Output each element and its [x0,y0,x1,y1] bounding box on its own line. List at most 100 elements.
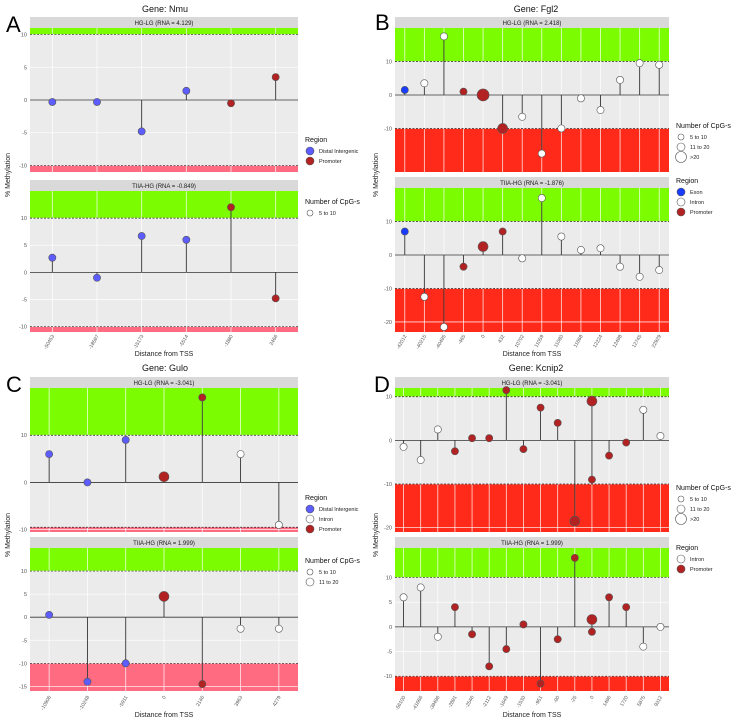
panel-d: D Gene: Kcnip2 % Methylation HG-LG (RNA = -… [373,363,731,719]
data-point [399,443,408,451]
low-methylation-band [395,288,669,332]
legend-key [676,564,686,574]
data-point [48,253,57,262]
low-methylation-band [30,165,298,172]
x-tick-label: -2546 [464,695,476,709]
y-tick-label: -20 [384,320,392,326]
y-tick-label: -10 [384,674,392,680]
x-tick-label: -25 [570,695,579,704]
y-tick-label: 0 [389,438,392,444]
data-point [537,194,546,202]
data-point [596,244,605,253]
legend-label: 5 to 10 [319,570,336,576]
y-tick-label: 0 [24,98,27,104]
data-point [616,76,624,84]
legend-label: >20 [690,155,699,161]
y-tick-label: 0 [24,615,27,621]
facet-strip-label: HG-LG (RNA = -3.041) [134,381,195,387]
legend: Number of CpG-s 5 to 10 11 to 20 [305,558,360,587]
data-point [557,232,566,241]
data-point [596,106,605,114]
x-tick-label: 0 [161,695,168,701]
data-point [519,620,528,629]
x-tick-label: 1496 [602,695,613,708]
data-point [121,436,130,444]
legend: Number of CpG-s 5 to 10 11 to 20 >20 [675,123,731,163]
legend-label: Intron [690,557,704,563]
legend-label: 5 to 10 [690,497,707,503]
data-point [639,405,648,414]
x-tick-label: 0 [589,695,596,701]
x-tick-label: 10702 [514,334,526,349]
y-tick-label: 10 [21,433,27,439]
y-axis-label: % Methylation [5,153,12,197]
x-tick-label: -40215 [415,334,428,351]
data-point [83,677,92,686]
facet-strip-label: HG-LG (RNA = 4.129) [135,21,194,27]
x-tick-label: 12498 [612,334,624,349]
legend-label: 5 to 10 [319,211,336,217]
panel-title: Gene: Kcnip2 [509,363,564,373]
legend-title: Region [305,495,327,502]
high-methylation-band [395,388,669,397]
y-tick-label: 5 [24,592,27,598]
x-axis-label: Distance from TSS [503,712,562,719]
legend-title: Number of CpG-s [305,558,360,565]
x-tick-label: 11080 [553,334,565,349]
data-point [635,272,644,281]
data-point [570,553,579,562]
y-tick-label: -5 [387,650,392,656]
x-tick-label: -90 [553,695,562,704]
x-tick-label: 11059 [534,334,546,349]
y-tick-label: -10 [19,528,27,534]
legend-key [675,151,687,163]
x-tick-label: 1720 [619,695,630,708]
y-tick-label: -10 [19,661,27,667]
facet-strip [30,537,298,548]
facet-strip-label: TIIA-HG (RNA = -1.876) [500,181,564,187]
x-tick-label: -5911 [118,695,130,709]
legend-label: Exon [690,190,703,196]
x-tick-label: -56100 [394,695,407,712]
legend-key [305,504,315,514]
data-point [485,434,494,443]
y-tick-label: -10 [384,126,392,132]
data-point [440,32,448,41]
legend-key [676,187,686,197]
panel-letter: A [6,12,21,37]
facet: TIIA-HG (RNA = 1.999) 10 5 0 -5 -10 -15 [19,537,298,691]
data-point [537,149,546,158]
x-axis-label: Distance from TSS [135,351,194,358]
x-tick-label: 5875 [636,695,647,708]
data-point [399,593,408,602]
y-tick-label: 10 [386,395,392,401]
data-point [468,630,476,639]
y-tick-label: 0 [24,480,27,486]
panel-a: A Gene: Nmu % Methylation HG-LG (RNA = 4.12… [5,4,360,358]
data-point [451,447,459,456]
x-tick-label: -15173 [132,334,145,351]
x-tick-label: 11668 [573,334,585,349]
high-methylation-band [30,28,298,35]
x-tick-label: -951 [534,695,544,707]
data-point [433,425,442,434]
x-tick-label: 22929 [651,334,663,349]
panel-b: B Gene: Fgl2 % Methylation HG-LG (RNA = 2.4… [373,4,731,358]
high-methylation-band [30,191,298,219]
legend-label: 11 to 20 [690,145,709,151]
data-point [137,127,146,136]
facet-strip-label: HG-LG (RNA = 2.418) [503,21,562,27]
data-point [605,593,613,602]
low-methylation-band [395,676,669,691]
x-axis-label: Distance from TSS [135,712,194,719]
y-tick-label: -5 [22,638,27,644]
facet-strip [395,377,669,388]
x-tick-label: -50453 [43,334,56,351]
data-point [121,659,130,668]
data-point [518,254,527,263]
data-point [468,434,476,443]
data-point [502,645,511,653]
facet-strip [395,537,669,548]
x-tick-label: 9312 [653,695,664,708]
